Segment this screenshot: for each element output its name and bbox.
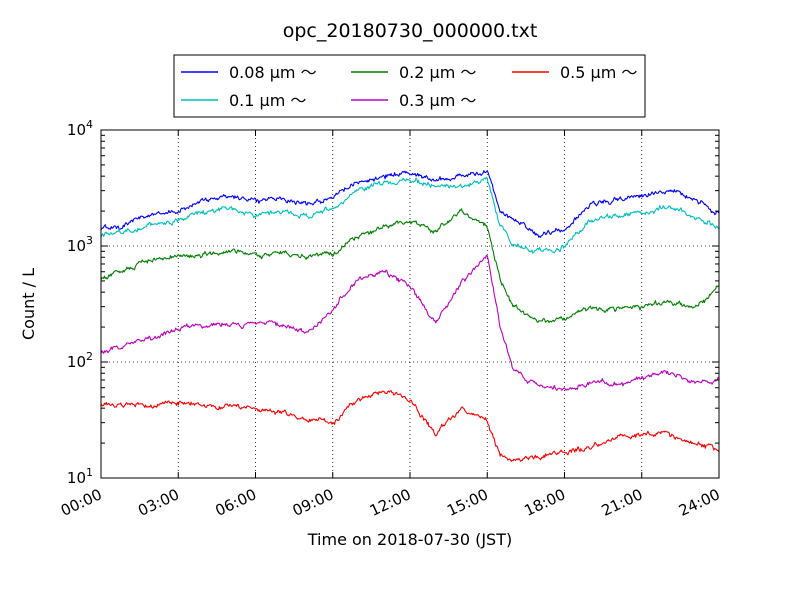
- series-line: [100, 254, 720, 391]
- series-line: [100, 208, 720, 324]
- series-line: [100, 390, 720, 462]
- grid: [101, 130, 719, 478]
- axis-ticks: [100, 129, 720, 479]
- y-tick-exponent: 3: [86, 234, 93, 247]
- legend-label: 0.2 μm ～: [399, 63, 476, 82]
- x-axis-label: Time on 2018-07-30 (JST): [307, 530, 512, 549]
- series-line: [100, 176, 720, 254]
- legend-label: 0.1 μm ～: [229, 91, 306, 110]
- y-tick-exponent: 1: [86, 466, 93, 479]
- series-lines: [100, 170, 720, 462]
- legend-label: 0.08 μm ～: [229, 63, 317, 82]
- y-tick-exponent: 4: [86, 118, 93, 131]
- legend-label: 0.3 μm ～: [399, 91, 476, 110]
- y-axis-label: Count / L: [19, 268, 38, 340]
- legend: 0.08 μm ～ 0.1 μm ～ 0.2 μm ～ 0.3 μm ～ 0.5 μm …: [173, 54, 646, 118]
- series-line: [100, 170, 720, 238]
- chart-title: opc_20180730_000000.txt: [283, 20, 538, 42]
- y-tick-exponent: 2: [86, 350, 93, 363]
- legend-box: [173, 54, 646, 118]
- legend-label: 0.5 μm ～: [560, 63, 637, 82]
